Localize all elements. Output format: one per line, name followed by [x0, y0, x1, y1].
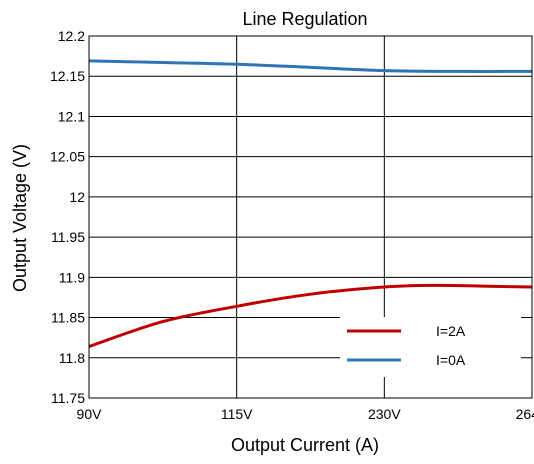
y-tick-label: 12.2	[58, 28, 85, 44]
y-tick-label: 11.8	[59, 350, 85, 366]
plot-frame	[88, 35, 533, 399]
x-axis-label: Output Current (A)	[231, 435, 379, 455]
y-tick-label: 12.1	[58, 108, 85, 124]
y-tick-label: 12.15	[50, 68, 85, 84]
series-line-i-0a	[88, 59, 533, 73]
legend: I=2A I=0A	[340, 317, 521, 377]
x-tick-label: 90V	[77, 406, 103, 422]
series-line-i-2a	[88, 283, 533, 348]
x-tick-label: 115V	[221, 406, 253, 422]
x-tick-label: 264V	[516, 406, 534, 422]
y-axis-label: Output Voltage (V)	[10, 144, 30, 292]
y-tick-label: 11.9	[59, 269, 85, 285]
y-tick-label: 11.95	[51, 229, 85, 245]
legend-label: I=2A	[436, 323, 466, 339]
legend-background	[340, 317, 521, 377]
y-axis-ticks: 11.75 11.8 11.85 11.9 11.95 12 12.05 12.1 12.15 1…	[50, 28, 85, 406]
chart-title: Line Regulation	[242, 9, 367, 29]
x-axis-ticks: 90V 115V 230V 264V	[77, 406, 534, 422]
y-tick-label: 11.85	[51, 310, 85, 326]
legend-label: I=0A	[436, 352, 466, 368]
y-tick-label: 12.05	[50, 149, 85, 165]
y-tick-label: 11.75	[51, 390, 85, 406]
y-tick-label: 12	[69, 189, 85, 205]
x-tick-label: 230V	[368, 406, 401, 422]
series-lines	[88, 59, 533, 348]
